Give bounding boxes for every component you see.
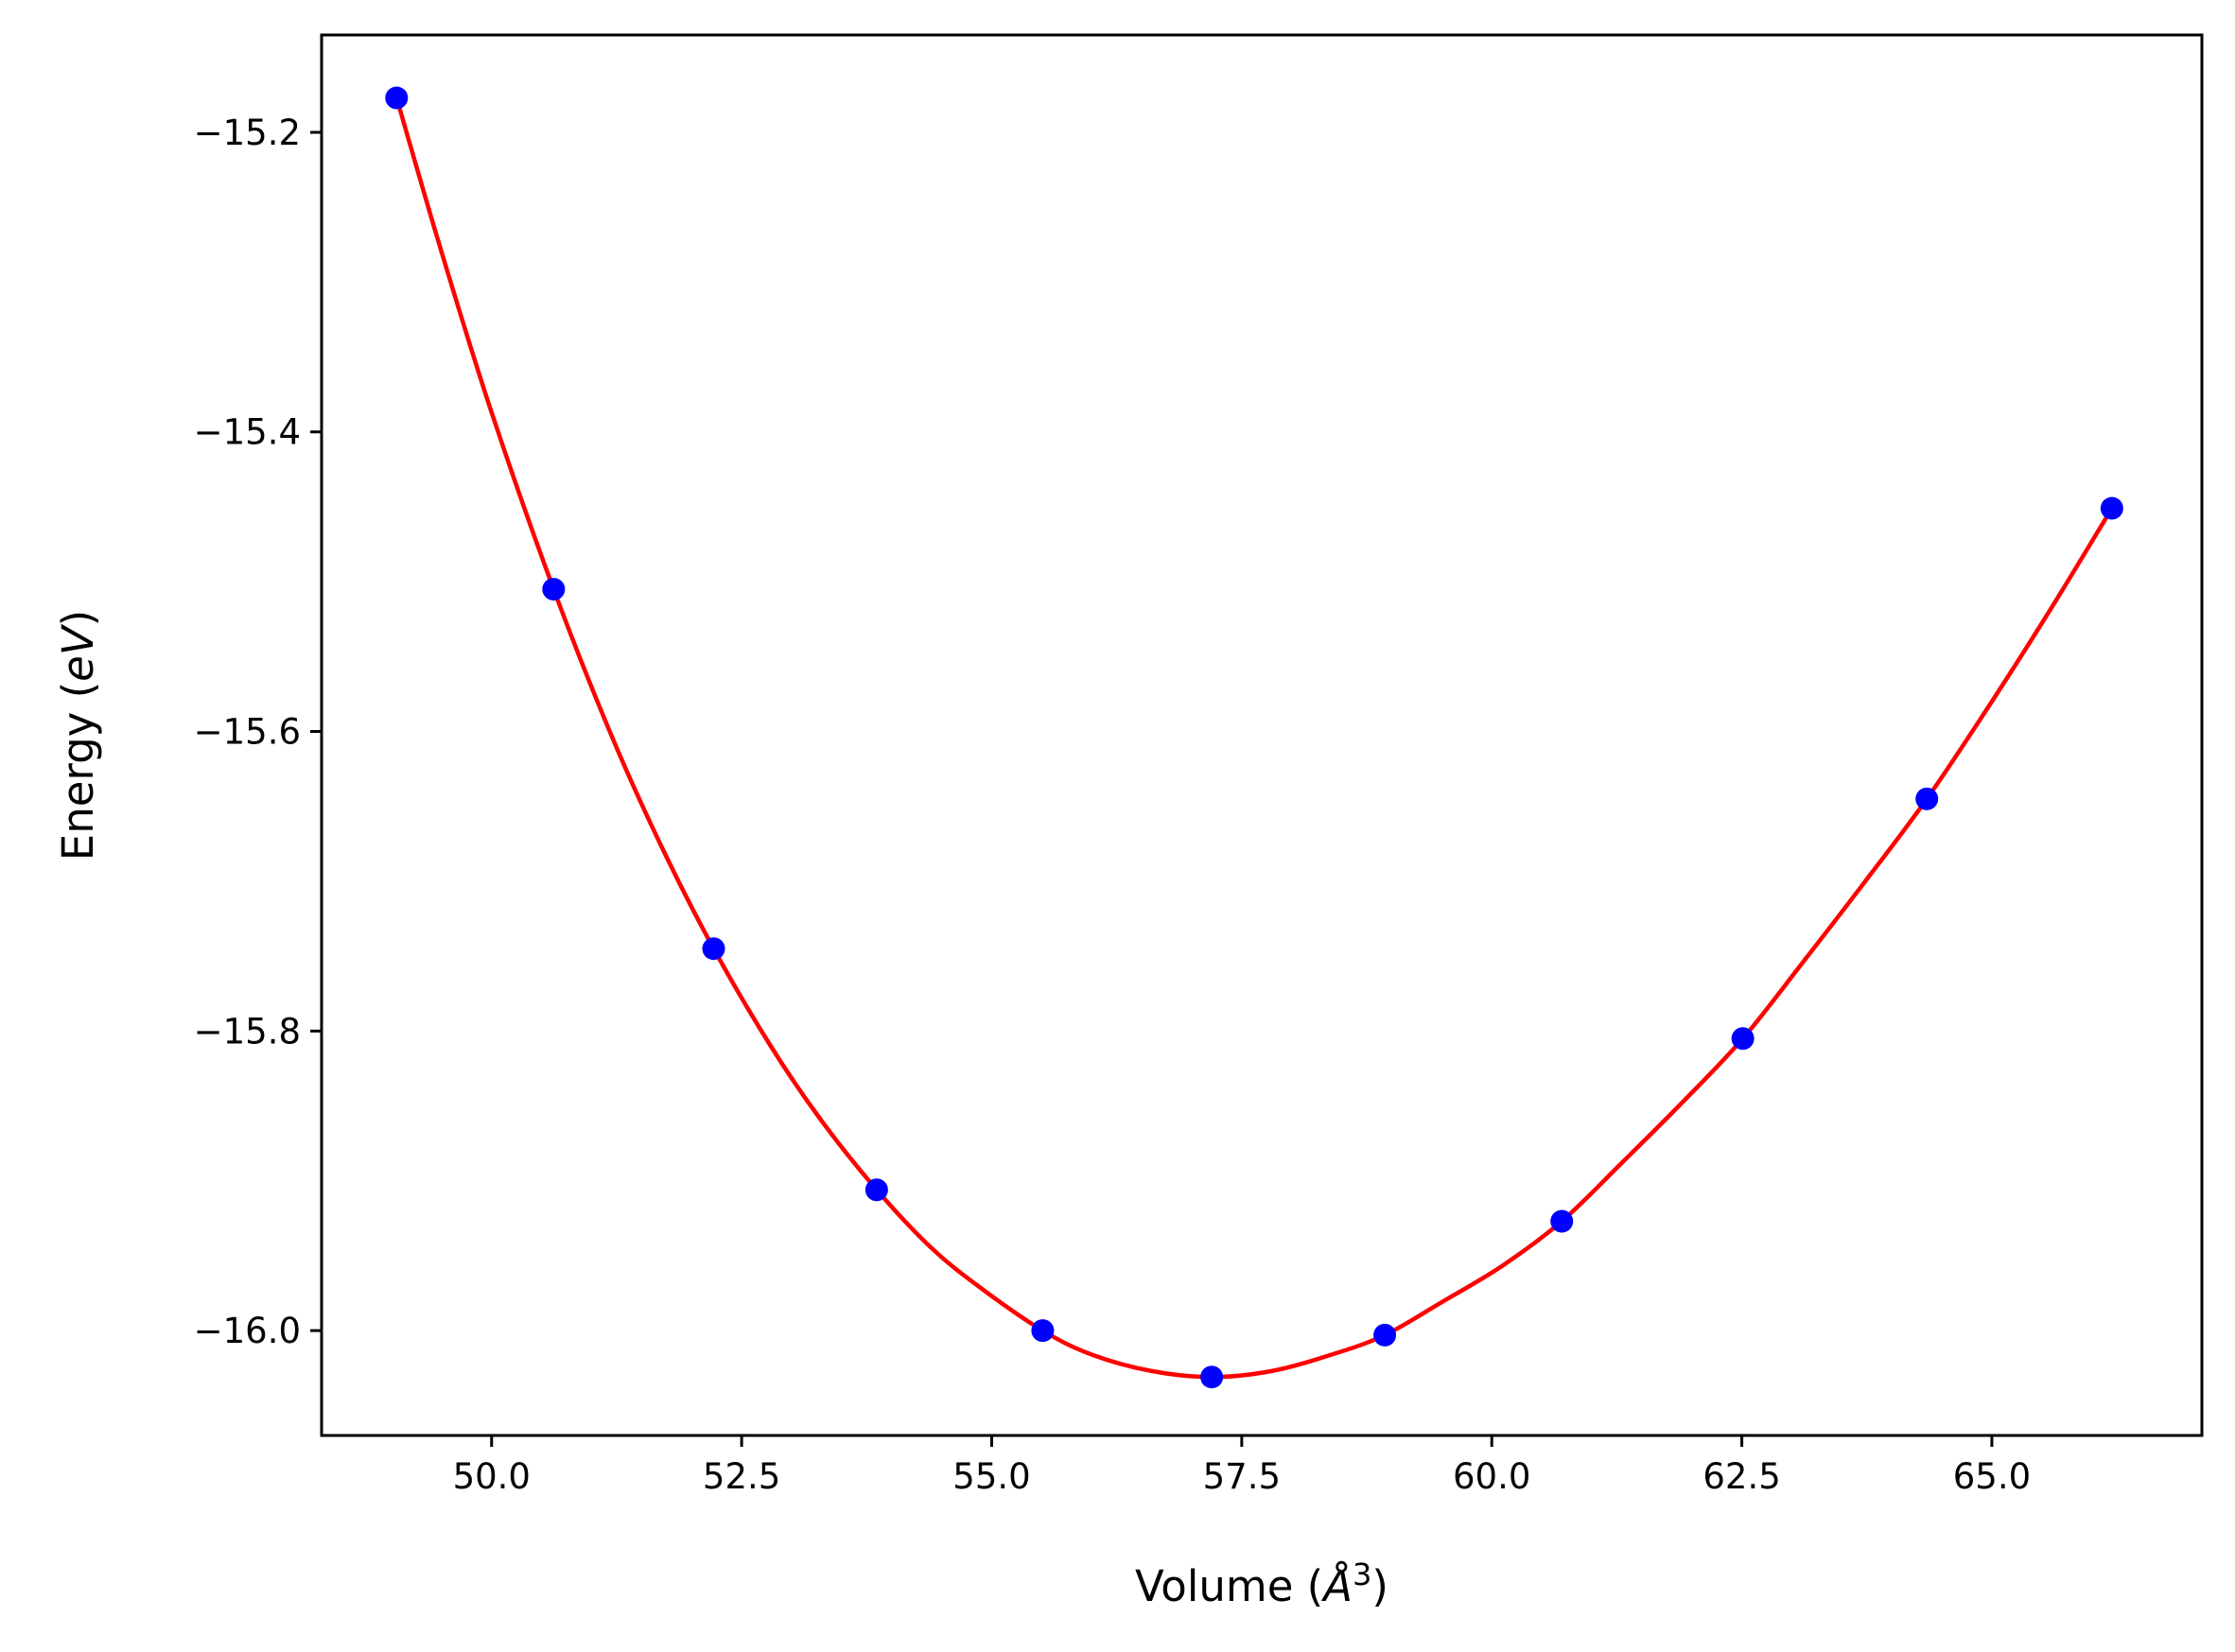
y-axis-title-close: ) <box>53 610 103 627</box>
x-axis-title-close: ) <box>1371 1561 1388 1611</box>
plot-area <box>385 86 2123 1389</box>
fit-curve-layer <box>394 96 2114 1380</box>
data-point <box>864 1178 888 1202</box>
x-tick-label: 57.5 <box>1203 1456 1281 1497</box>
y-tick-label: −15.8 <box>194 1011 301 1052</box>
data-point <box>542 578 566 601</box>
y-axis-title: Energy (eV) <box>53 610 103 861</box>
data-point <box>2100 496 2123 520</box>
x-tick-label: 65.0 <box>1953 1456 2031 1497</box>
y-tick-label: −15.2 <box>194 113 301 153</box>
x-tick-label: 50.0 <box>453 1456 531 1497</box>
x-tick-label: 60.0 <box>1453 1456 1530 1497</box>
x-axis-title-symbol: Å <box>1320 1561 1353 1611</box>
fit-curve-line <box>394 96 2114 1380</box>
data-points-layer <box>385 86 2123 1389</box>
x-axis-title-exponent: 3 <box>1353 1556 1371 1592</box>
data-point <box>1200 1365 1224 1389</box>
x-tick-label: 62.5 <box>1702 1456 1780 1497</box>
x-tick-label: 55.0 <box>952 1456 1030 1497</box>
y-axis-title-text: Energy ( <box>53 682 103 861</box>
y-axis-title-unit: eV <box>53 623 103 682</box>
x-axis-title-text: Volume ( <box>1135 1561 1323 1611</box>
data-point <box>385 86 409 110</box>
y-tick-label: −15.6 <box>194 712 301 753</box>
axes-frame <box>320 33 2204 1437</box>
data-point <box>1373 1323 1397 1347</box>
y-axis-ticks: −15.2 −15.4 −15.6 −15.8 −16.0 <box>194 113 322 1351</box>
data-point <box>1031 1319 1055 1343</box>
data-point <box>1731 1027 1755 1051</box>
data-point <box>702 937 725 961</box>
y-tick-label: −16.0 <box>194 1311 301 1351</box>
x-tick-label: 52.5 <box>703 1456 780 1497</box>
x-axis-ticks: 50.0 52.5 55.0 57.5 60.0 62.5 65.0 <box>453 1435 2031 1497</box>
data-point <box>1915 787 1939 810</box>
data-point <box>1550 1209 1574 1233</box>
x-axis-title: Volume (Å3) <box>1135 1556 1388 1611</box>
y-tick-label: −15.4 <box>194 412 301 453</box>
